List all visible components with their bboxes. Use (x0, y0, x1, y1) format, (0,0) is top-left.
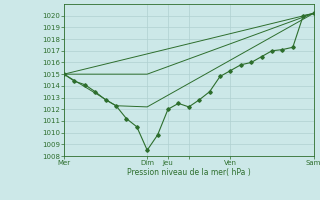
X-axis label: Pression niveau de la mer( hPa ): Pression niveau de la mer( hPa ) (127, 168, 251, 177)
